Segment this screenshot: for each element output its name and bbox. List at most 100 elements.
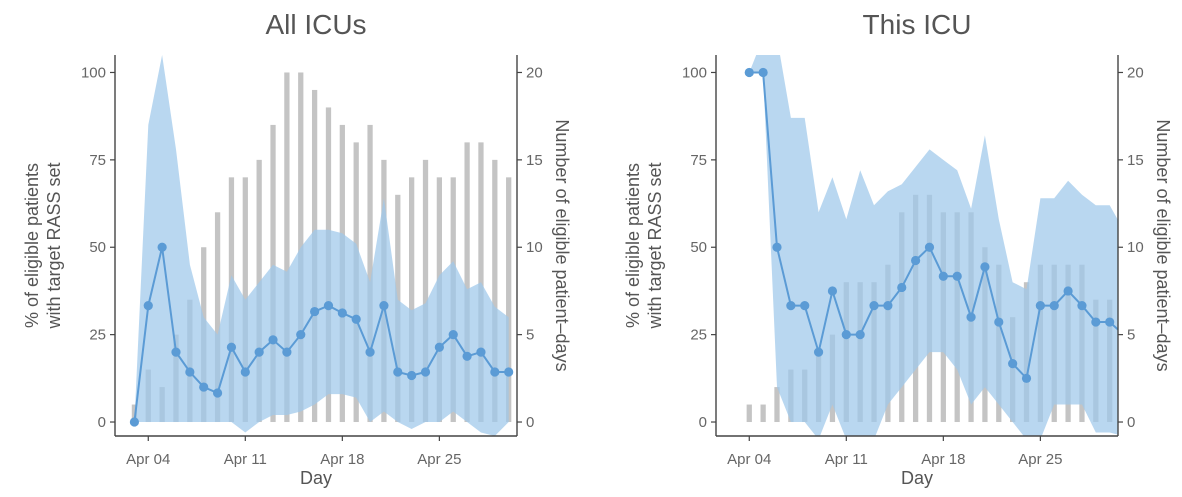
- x-tick-label: Apr 11: [825, 451, 868, 468]
- left-tick-label: 75: [690, 152, 707, 169]
- count-bar: [746, 404, 752, 423]
- data-point: [924, 242, 935, 252]
- data-point: [758, 67, 768, 78]
- data-point: [855, 330, 865, 340]
- data-point: [980, 262, 990, 272]
- y-axis-label-left: % of eligible patients with target RASS s…: [623, 162, 665, 329]
- data-point: [994, 317, 1004, 327]
- x-tick-label: Apr 18: [921, 451, 965, 468]
- left-tick-label: 50: [690, 239, 707, 256]
- count-bar: [760, 404, 766, 423]
- x-axis-label: Day: [901, 468, 933, 488]
- x-tick-label: Apr 25: [1018, 451, 1062, 468]
- y-axis-label-left: % of eligible patients with target RASS s…: [22, 162, 64, 329]
- count-bar: [422, 159, 429, 423]
- count-bar: [464, 142, 470, 423]
- confidence-band: [134, 55, 509, 436]
- count-bar: [298, 72, 304, 423]
- data-point: [171, 347, 181, 357]
- data-point: [185, 367, 195, 377]
- data-point: [1091, 317, 1101, 327]
- data-point: [1035, 301, 1045, 311]
- left-tick-label: 0: [98, 414, 106, 431]
- data-point: [129, 417, 140, 427]
- data-point: [351, 314, 361, 324]
- data-point: [323, 301, 334, 311]
- right-tick-label: 5: [1127, 327, 1135, 344]
- right-tick-label: 10: [526, 239, 543, 256]
- data-point: [337, 308, 347, 318]
- data-point: [407, 370, 417, 381]
- count-bar: [214, 212, 221, 423]
- data-point: [813, 347, 824, 357]
- x-tick-label: Apr 04: [126, 451, 170, 468]
- data-point: [393, 367, 403, 377]
- right-tick-label: 10: [1127, 239, 1144, 256]
- data-point: [365, 347, 375, 357]
- data-point: [952, 271, 962, 281]
- panel-this-icu: 0 25 50 75 100 0 5 10 15 20 Apr 04 Apr 11 Apr 18 Apr …: [623, 9, 1173, 488]
- left-tick-label: 100: [682, 64, 707, 81]
- data-point: [212, 388, 223, 398]
- data-point: [296, 330, 306, 340]
- plot-area: [744, 55, 1118, 436]
- data-point: [462, 351, 472, 361]
- data-point: [240, 367, 250, 377]
- right-tick-label: 5: [526, 327, 534, 344]
- data-point: [504, 367, 514, 377]
- data-point: [420, 367, 431, 377]
- data-point: [1021, 373, 1032, 383]
- left-tick-label: 25: [690, 327, 707, 344]
- data-point: [379, 301, 389, 311]
- confidence-band: [749, 55, 1118, 436]
- data-point: [966, 312, 976, 322]
- count-bar: [242, 177, 248, 423]
- left-tick-label: 50: [89, 239, 106, 256]
- x-axis-label: Day: [300, 468, 332, 488]
- data-point: [772, 242, 782, 252]
- data-point: [786, 301, 796, 311]
- data-point: [911, 255, 921, 266]
- count-bar: [409, 177, 415, 423]
- data-point: [841, 330, 851, 340]
- right-tick-label: 15: [1127, 152, 1144, 169]
- data-point: [938, 271, 948, 281]
- data-point: [897, 282, 907, 293]
- series-line: [133, 246, 509, 423]
- x-tick-label: Apr 18: [320, 451, 364, 468]
- count-bar: [478, 142, 484, 423]
- data-point: [254, 347, 264, 357]
- data-point: [744, 67, 754, 78]
- right-tick-label: 0: [526, 414, 534, 431]
- x-tick-label: Apr 25: [417, 451, 461, 468]
- chart-title: This ICU: [863, 9, 972, 40]
- plot-area: [129, 55, 514, 436]
- data-point: [490, 367, 500, 377]
- count-bar: [284, 72, 290, 423]
- data-point: [434, 342, 444, 352]
- left-tick-label: 0: [699, 414, 707, 431]
- right-tick-label: 15: [526, 152, 543, 169]
- left-tick-label: 100: [81, 64, 106, 81]
- data-point: [157, 242, 167, 252]
- series-line: [749, 71, 1118, 381]
- count-bar: [492, 159, 498, 423]
- data-point: [869, 301, 879, 311]
- right-tick-label: 20: [1127, 64, 1144, 81]
- data-point: [1077, 301, 1087, 311]
- data-point: [883, 301, 893, 311]
- right-tick-label: 20: [526, 64, 543, 81]
- right-tick-label: 0: [1127, 414, 1135, 431]
- chart-title: All ICUs: [265, 9, 366, 40]
- data-point: [448, 330, 458, 340]
- data-point: [199, 382, 209, 392]
- data-point: [1105, 317, 1115, 327]
- data-point: [282, 347, 292, 357]
- data-point: [827, 286, 838, 296]
- data-point: [1063, 286, 1073, 296]
- x-tick-label: Apr 04: [727, 451, 771, 468]
- y-axis-label-right: Number of eligible patient–days: [1153, 119, 1173, 371]
- data-point: [310, 306, 320, 317]
- data-point: [268, 335, 278, 345]
